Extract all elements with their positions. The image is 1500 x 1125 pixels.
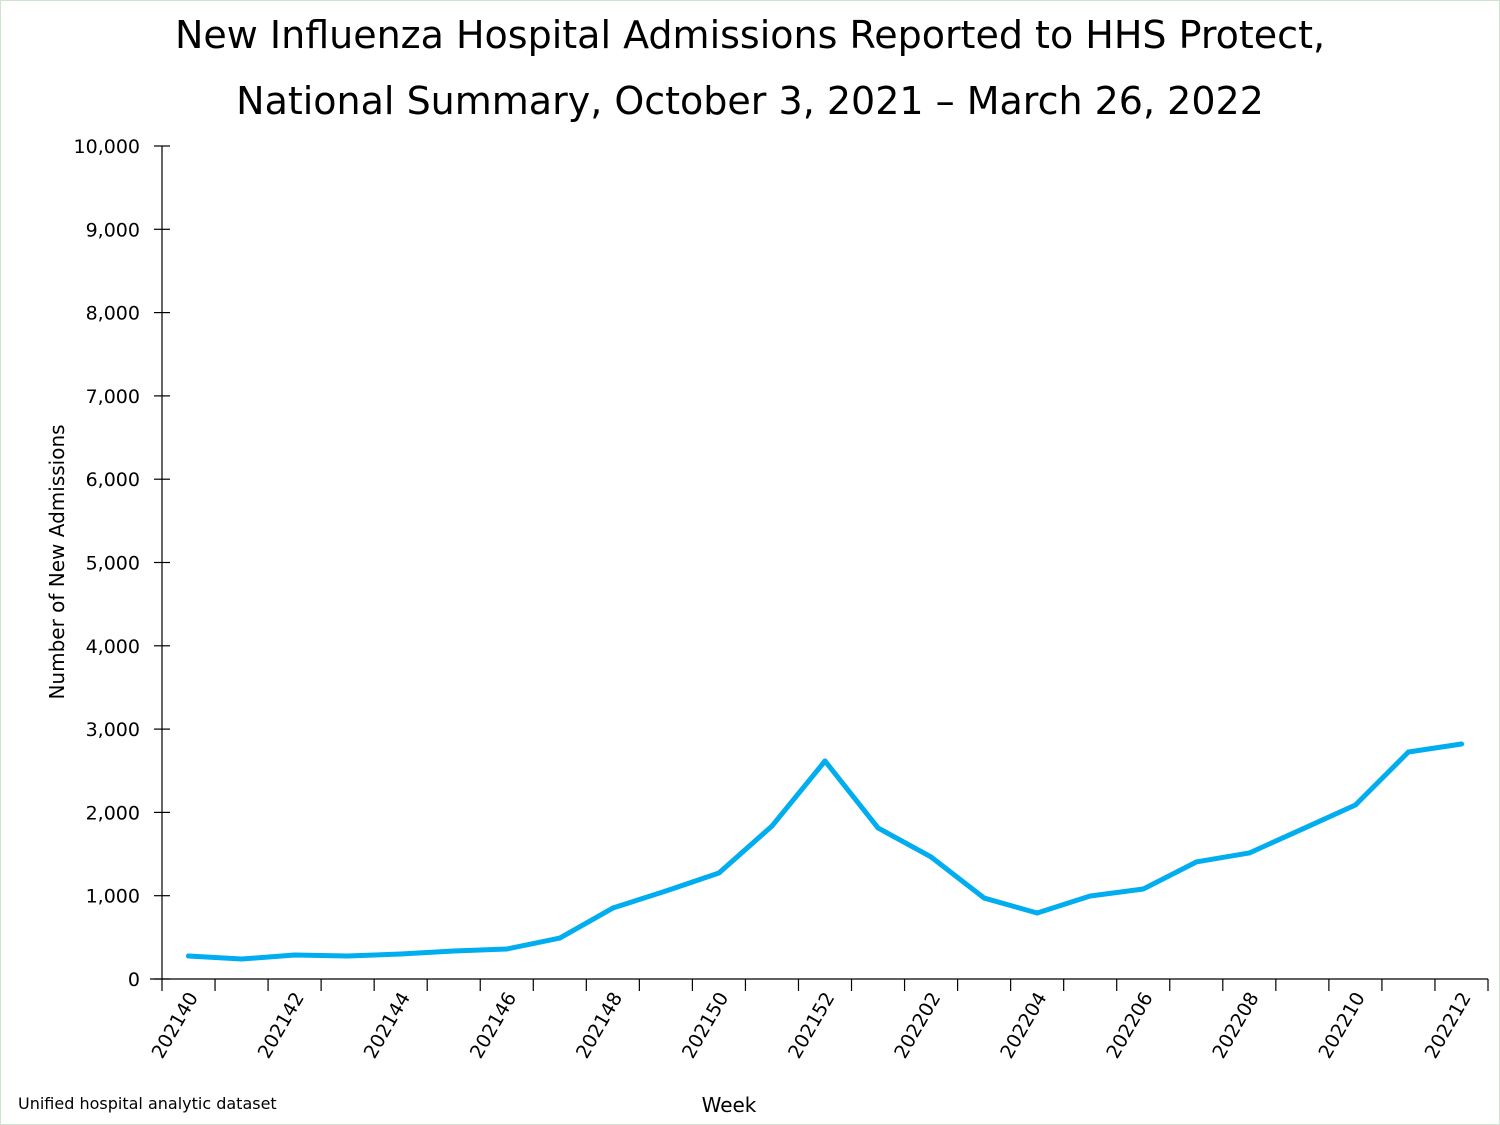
y-axis-label: Number of New Admissions	[45, 424, 69, 699]
data-point	[239, 956, 245, 962]
source-note: Unified hospital analytic dataset	[18, 1094, 277, 1113]
chart-title-line1: New Influenza Hospital Admissions Report…	[175, 13, 1325, 57]
data-point	[716, 870, 722, 876]
y-tick-label: 5,000	[86, 553, 140, 575]
x-tick-label: 202144	[360, 989, 415, 1063]
data-point	[345, 953, 351, 959]
data-point	[769, 823, 775, 829]
y-tick-label: 6,000	[86, 469, 140, 491]
y-tick-label: 9,000	[86, 219, 140, 241]
series-line	[186, 741, 1464, 962]
y-tick-label: 2,000	[86, 802, 140, 824]
chart-title-line2: National Summary, October 3, 2021 – Marc…	[236, 79, 1264, 123]
x-tick-label: 202204	[996, 989, 1051, 1063]
data-point	[292, 952, 298, 958]
x-axis-label: Week	[702, 1093, 757, 1117]
y-tick-label: 8,000	[86, 303, 140, 325]
data-point	[928, 854, 934, 860]
data-point	[1140, 886, 1146, 892]
data-point	[504, 946, 510, 952]
x-tick-label: 202206	[1102, 989, 1157, 1063]
y-tick-label: 4,000	[86, 636, 140, 658]
x-tick-label: 202208	[1208, 989, 1263, 1063]
data-point	[663, 888, 669, 894]
y-tick-label: 3,000	[86, 719, 140, 741]
data-point	[1087, 893, 1093, 899]
x-tick-label: 202148	[572, 989, 627, 1063]
data-point	[1405, 749, 1411, 755]
data-point	[875, 825, 881, 831]
x-tick-label: 202150	[678, 989, 733, 1063]
data-point	[186, 953, 192, 959]
y-tick-label: 1,000	[86, 886, 140, 908]
data-point	[1352, 802, 1358, 808]
data-point	[981, 895, 987, 901]
x-tick-label: 202202	[890, 989, 945, 1063]
y-tick-label: 7,000	[86, 386, 140, 408]
x-tick-label: 202146	[466, 989, 521, 1063]
x-tick-label: 202210	[1314, 989, 1369, 1063]
data-point	[1193, 859, 1199, 865]
data-point	[1299, 826, 1305, 832]
x-tick-label: 202142	[254, 989, 309, 1063]
y-tick-label: 0	[128, 969, 140, 991]
y-tick-label: 10,000	[74, 136, 140, 158]
data-point	[1034, 910, 1040, 916]
x-tick-label: 202140	[148, 989, 203, 1063]
data-point	[1458, 741, 1464, 747]
data-point	[1246, 850, 1252, 856]
data-point	[557, 935, 563, 941]
data-point	[822, 758, 828, 764]
data-point	[398, 951, 404, 957]
data-point	[451, 948, 457, 954]
x-tick-label: 202152	[784, 989, 839, 1063]
data-point	[610, 905, 616, 911]
x-tick-label: 202212	[1420, 989, 1475, 1063]
